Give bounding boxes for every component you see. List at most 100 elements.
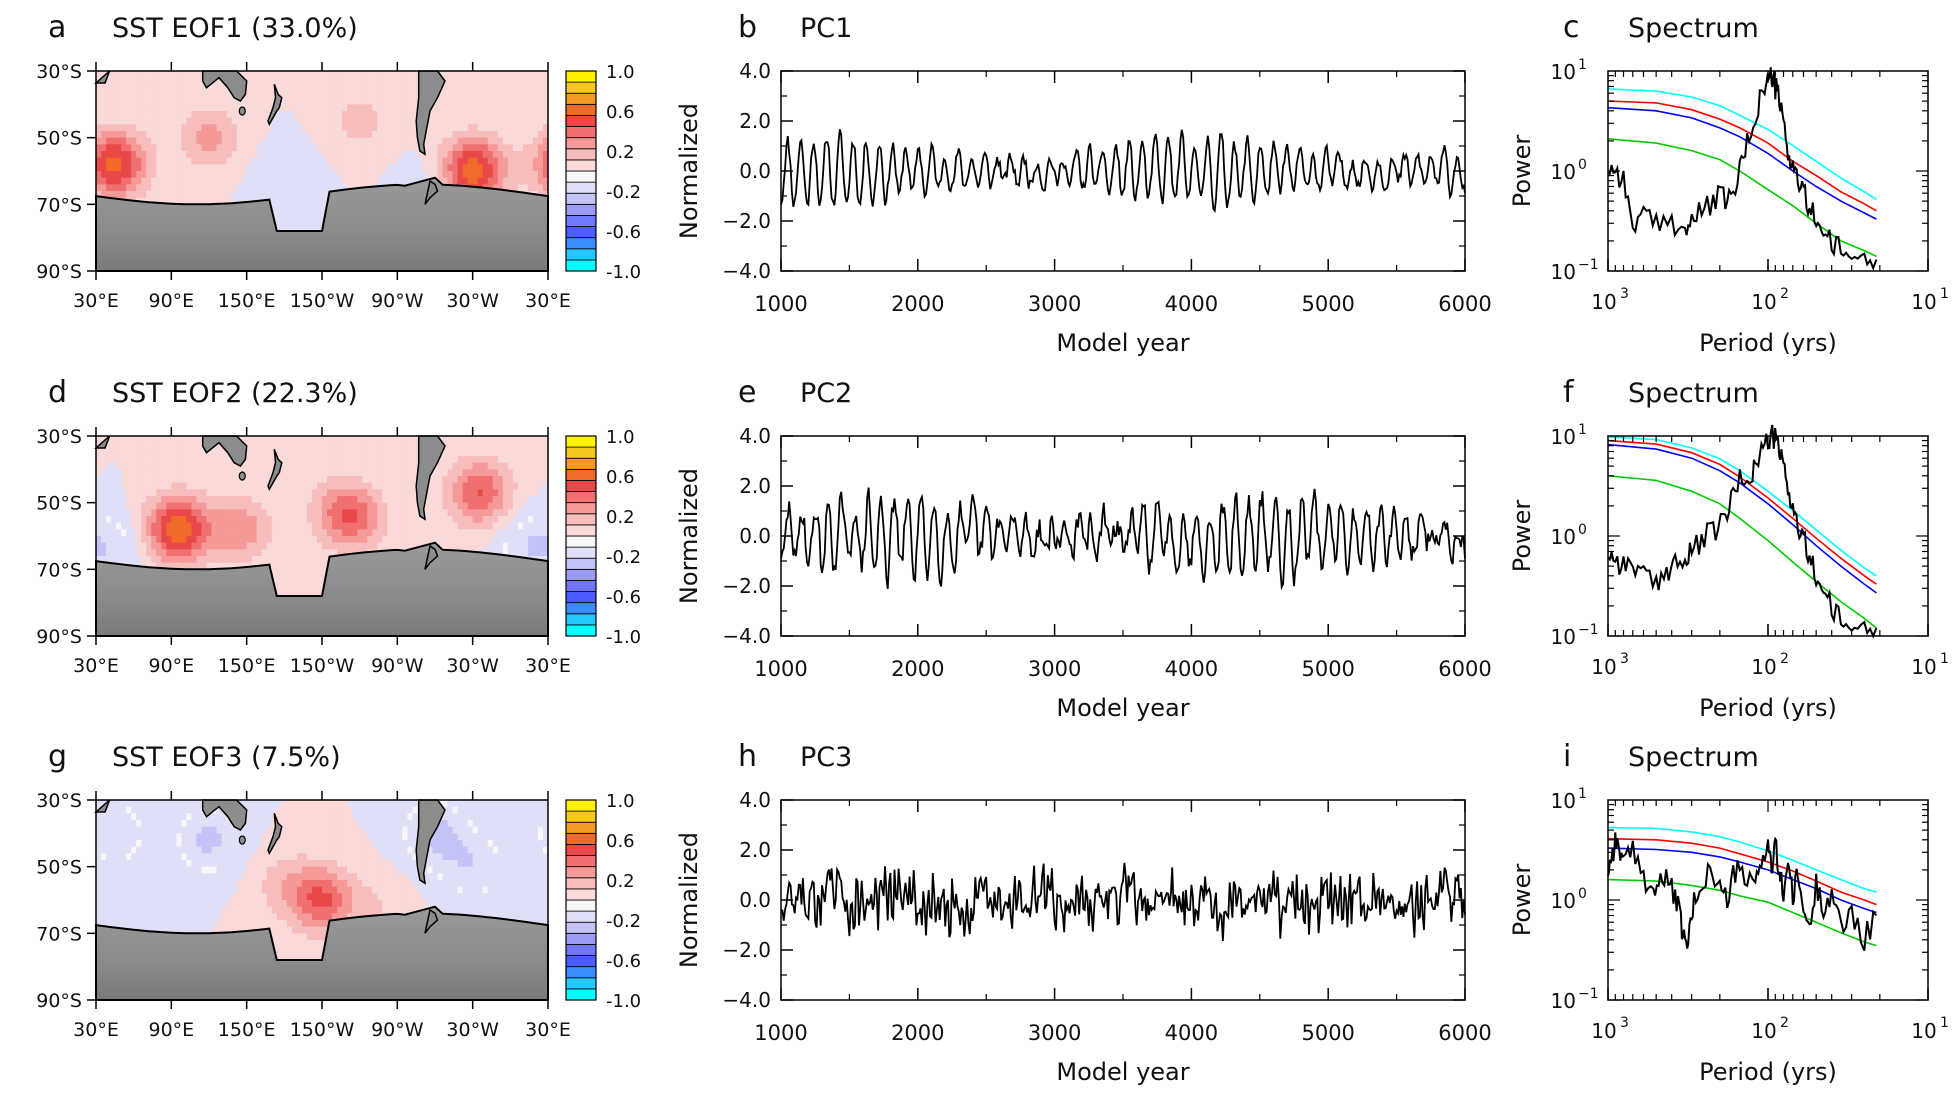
x-tick-base: 10 [1911,290,1936,314]
colorbar: 1.0 0.6 0.2 -0.2 -0.6 -1.0 [565,427,641,648]
colorbar-frame [565,435,597,637]
colorbar-swatch [565,480,597,492]
lon-tick-label: 30°E [73,290,119,312]
plot-frame [1607,70,1929,272]
panel-letter-g: g [48,739,67,774]
x-tick-exponent: 3 [1620,1015,1629,1031]
colorbar-label: 1.0 [606,62,635,83]
colorbar-swatch [565,248,597,261]
colorbar-swatch [565,81,597,94]
colorbar-label: -0.6 [606,222,641,243]
lon-tick-label: 90°E [148,290,194,312]
spectrum-black-line [1607,832,1878,951]
x-tick-label: 5000 [1301,1021,1354,1045]
colorbar-swatch [565,977,597,990]
x-tick-label: 6000 [1438,657,1491,681]
lon-tick-label: 150°W [290,1019,355,1041]
colorbar-swatch [565,70,597,83]
tasmania-landmass [238,835,246,845]
spectrum-green-line [1607,138,1877,258]
map-title-2: SST EOF2 (22.3%) [112,378,358,409]
lat-tick-label: 50°S [36,493,82,515]
spectrum-red-line [1607,100,1877,212]
lon-tick-label: 90°W [371,655,424,677]
colorbar-frame [565,70,597,272]
y-tick-label: 0.0 [739,888,771,912]
colorbar-label: -0.2 [606,911,641,932]
lon-tick-label: 150°E [218,1019,276,1041]
antarctica-landmass [95,905,549,1001]
lon-tick-label: 30°W [446,290,499,312]
colorbar-swatch [565,888,597,901]
x-tick-base: 10 [1751,655,1776,679]
y-tick-exponent: 1 [1578,57,1587,73]
south-america-landmass [415,435,446,521]
colorbar-swatch [565,137,597,150]
colorbar-swatch [565,568,597,581]
spectrum-blue-line [1607,106,1877,220]
y-tick-exponent: −1 [1578,622,1599,638]
x-tick-base: 10 [1591,290,1616,314]
eof-map-3: 30°E 90°E 150°E 150°W 90°W 30°W 30°E 30°S 50°S 70… [36,790,641,1041]
spectrum-blue-line [1607,443,1877,594]
x-tick-label: 4000 [1165,292,1218,316]
x-tick-base: 10 [1751,290,1776,314]
x-tick-label: 5000 [1301,657,1354,681]
x-tick-label: 6000 [1438,1021,1491,1045]
lon-tick-label: 150°W [290,290,355,312]
spectrum-blue-line [1607,847,1877,914]
colorbar-swatch [565,899,597,912]
x-tick-exponent: 2 [1780,651,1789,667]
colorbar-label: -1.0 [606,627,641,648]
x-tick-base: 10 [1591,655,1616,679]
eof-map-1: 30°E 90°E 150°E 150°W 90°W 30°W 30°E 30°S 50°S 70… [36,61,641,312]
y-tick-label: 2.0 [739,109,771,133]
colorbar-label: -0.2 [606,182,641,203]
plot-frame [1607,435,1929,637]
pc-timeseries-2: 1000 2000 3000 4000 5000 6000 4.0 2.0 0.0 −2.0 −4.… [675,424,1492,722]
row-2: d SST EOF2 (22.3%) 30°E 90°E 150°E 150°W 90°… [36,375,1949,722]
x-axis-label: Model year [1056,694,1189,722]
row-1: a SST EOF1 (33.0%) 30°E 90°E 150°E 150°W 90°… [36,10,1949,357]
y-tick-exponent: 1 [1578,786,1587,802]
x-tick-label: 2000 [891,657,944,681]
x-tick-base: 10 [1751,1019,1776,1043]
y-axis-label: Power [1508,135,1536,208]
colorbar-swatch [565,580,597,592]
colorbar-swatch [565,546,597,559]
y-tick-label: 2.0 [739,474,771,498]
y-axis-label: Power [1508,864,1536,937]
spectrum-cyan-line [1607,88,1877,201]
plot-frame [780,799,1466,1001]
colorbar-swatch [565,810,597,823]
lon-tick-label: 30°W [446,655,499,677]
x-axis-label: Model year [1056,329,1189,357]
y-tick-base: 10 [1551,160,1576,184]
africa-landmass [94,435,111,449]
colorbar-label: 0.2 [606,507,635,528]
x-tick-label: 2000 [891,1021,944,1045]
x-tick-label: 5000 [1301,292,1354,316]
colorbar: 1.0 0.6 0.2 -0.2 -0.6 -1.0 [565,791,641,1012]
new-zealand-landmass [267,449,283,492]
y-tick-exponent: −1 [1578,257,1599,273]
x-tick-exponent: 3 [1620,651,1629,667]
colorbar-label: 1.0 [606,427,635,448]
lat-tick-label: 90°S [36,990,82,1012]
x-tick-base: 10 [1591,1019,1616,1043]
y-tick-base: 10 [1551,889,1576,913]
y-tick-label: −2.0 [722,938,771,962]
colorbar-swatch [565,557,597,570]
x-tick-label: 4000 [1165,1021,1218,1045]
x-tick-label: 6000 [1438,292,1491,316]
y-tick-exponent: −1 [1578,986,1599,1002]
colorbar-label: 0.2 [606,871,635,892]
colorbar-swatch [565,170,597,183]
x-tick-label: 1000 [754,657,807,681]
pc-timeseries-1: 1000 2000 3000 4000 5000 6000 4.0 2.0 0.0 −2.0 −4.… [675,59,1492,357]
lon-tick-label: 30°W [446,1019,499,1041]
colorbar-swatch [565,159,597,172]
y-tick-label: 0.0 [739,159,771,183]
y-tick-base: 10 [1551,60,1576,84]
